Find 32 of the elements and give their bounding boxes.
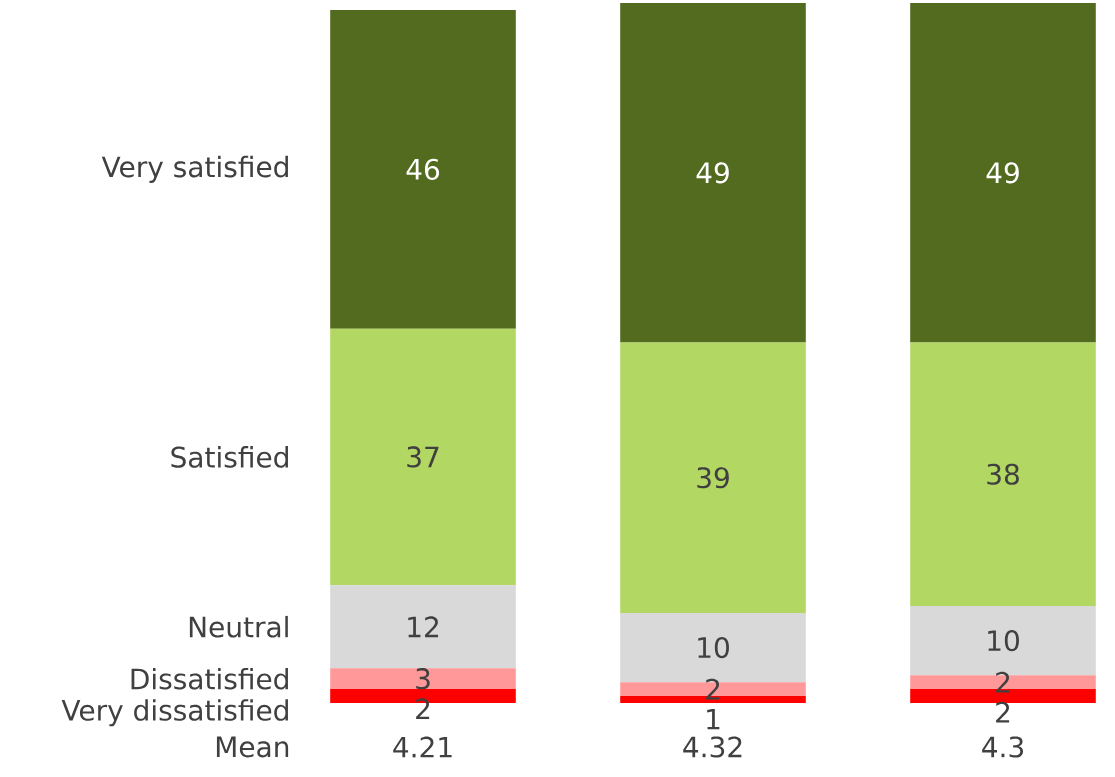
data-label: 12 (408, 616, 439, 638)
bar (910, 342, 1096, 606)
series-label: Dissatisfied (131, 667, 288, 690)
data-label: 49 (696, 162, 729, 184)
data-label: 37 (407, 446, 439, 468)
series-label: Satisfied (171, 446, 288, 468)
data-label: 3 (416, 668, 430, 690)
data-label: 1 (707, 708, 720, 730)
bar (620, 3, 806, 343)
series-label: Very dissatisfied (61, 699, 288, 727)
text: Mean (216, 736, 289, 758)
bar (910, 3, 1096, 343)
data-label: 10 (988, 630, 1019, 652)
data-label: 2 (996, 671, 1010, 693)
data-label: 2 (706, 678, 720, 700)
data-label: 2 (416, 698, 430, 720)
data-label: 49 (986, 162, 1019, 184)
bar (330, 9, 516, 329)
series-label: Very satisfied (101, 155, 288, 183)
bar (330, 668, 516, 690)
data-label: 39 (697, 467, 729, 489)
bar (620, 342, 806, 613)
text: 4.32 (683, 736, 742, 758)
data-label: 38 (987, 463, 1019, 485)
data-label: 2 (996, 701, 1010, 723)
text: 4.21 (393, 736, 452, 758)
data-label: 10 (698, 636, 729, 659)
series-label: Neutral (189, 615, 288, 638)
data-label: 46 (406, 158, 440, 180)
bar (330, 585, 516, 669)
text: 4.3 (982, 736, 1024, 758)
bar (330, 328, 516, 586)
